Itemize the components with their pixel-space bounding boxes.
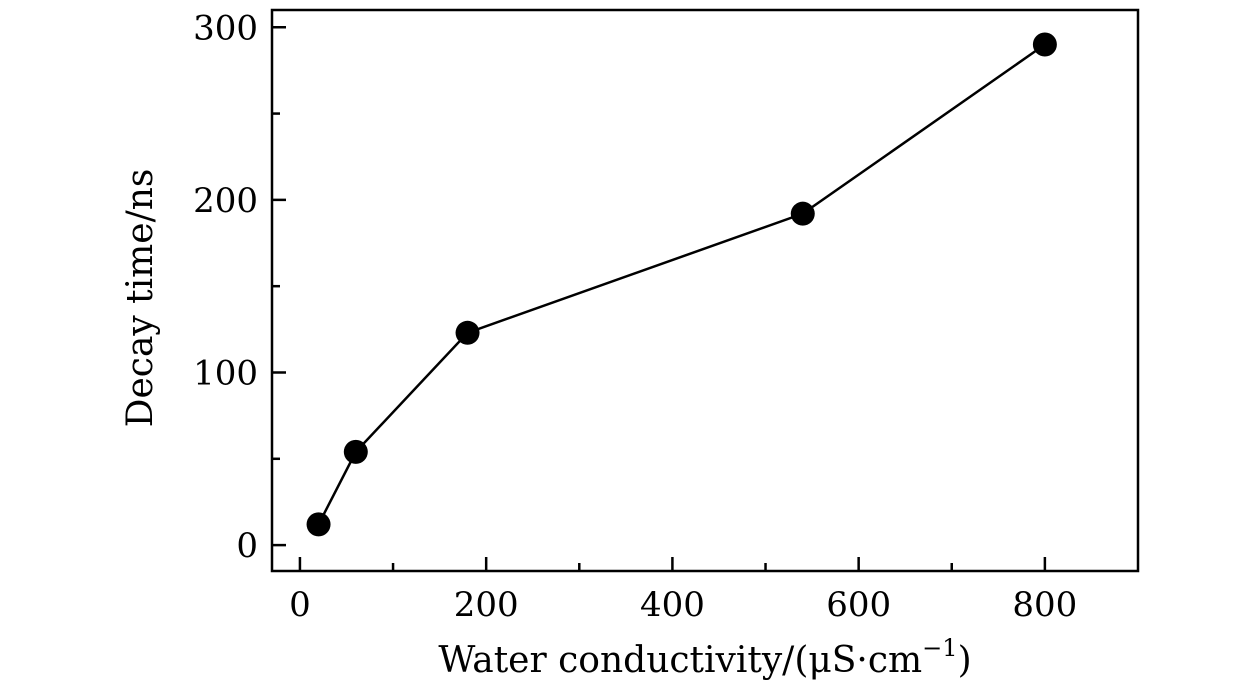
y-tick-label: 100 (193, 353, 258, 393)
data-point (343, 439, 368, 464)
x-tick-label: 600 (826, 585, 891, 625)
y-axis-label: Decay time/ns (120, 169, 161, 428)
x-axis-label: Water conductivity/(μS·cm−1) (438, 634, 971, 681)
axis-ticks (272, 26, 1047, 571)
x-tick-label: 200 (454, 585, 519, 625)
data-point (455, 320, 480, 345)
plot-frame (270, 8, 1140, 573)
data-point (1032, 32, 1057, 57)
x-tick-label: 400 (640, 585, 705, 625)
series-line (317, 43, 1046, 525)
y-tick-label: 200 (193, 181, 258, 221)
y-tick-label: 300 (193, 8, 258, 48)
data-points (306, 32, 1057, 537)
y-tick-labels: 0 100 200 300 (193, 8, 258, 566)
data-point (306, 512, 331, 537)
y-tick-label: 0 (236, 526, 258, 566)
x-tick-label: 800 (1012, 585, 1077, 625)
x-tick-label: 0 (289, 585, 311, 625)
x-tick-labels: 0 200 400 600 800 (289, 585, 1077, 625)
data-point (790, 201, 815, 226)
